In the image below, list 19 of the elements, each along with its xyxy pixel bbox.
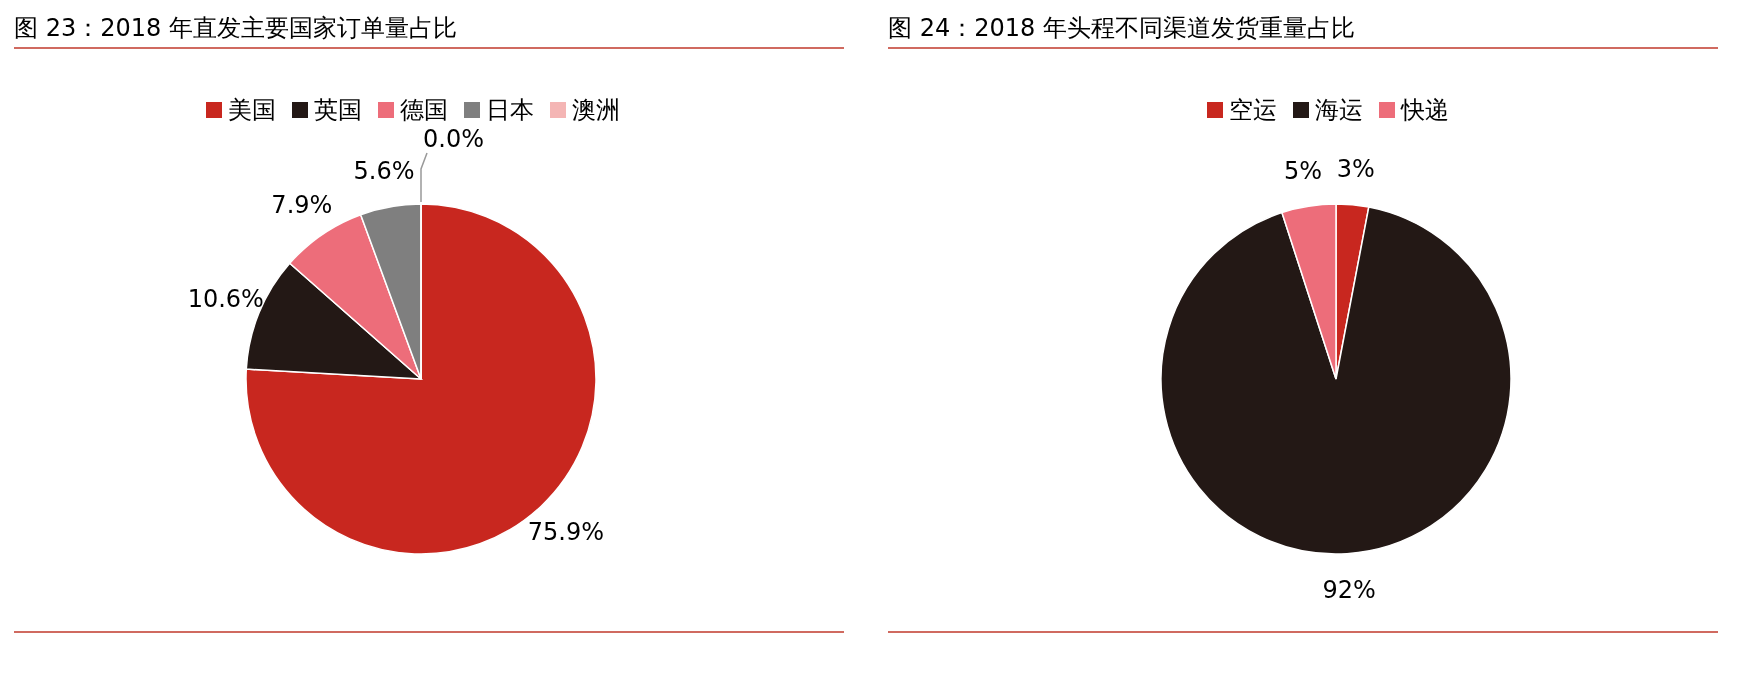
chart-title: 图 23：2018 年直发主要国家订单量占比: [14, 14, 457, 42]
legend-label: 快递: [1400, 96, 1449, 124]
text: 0.0%: [423, 125, 484, 153]
data-label: 10.6%: [187, 284, 264, 313]
legend-label: 空运: [1229, 96, 1277, 124]
legend-label: 英国: [314, 96, 362, 124]
legend-label: 美国: [228, 96, 276, 124]
data-label: 92%: [1322, 575, 1376, 604]
legend-label: 日本: [486, 96, 534, 124]
legend-label: 海运: [1315, 96, 1363, 124]
legend-label: 澳洲: [572, 96, 620, 124]
legend-label: 德国: [400, 96, 448, 124]
data-label: 75.9%: [527, 518, 605, 547]
data-label: 3%: [1336, 154, 1375, 183]
data-label: 5.6%: [353, 157, 415, 186]
pie-slice: [1160, 206, 1512, 555]
data-label: 7.9%: [271, 190, 333, 219]
chart-title: 图 24：2018 年头程不同渠道发货重量占比: [888, 14, 1355, 42]
data-label: 5%: [1283, 156, 1323, 185]
